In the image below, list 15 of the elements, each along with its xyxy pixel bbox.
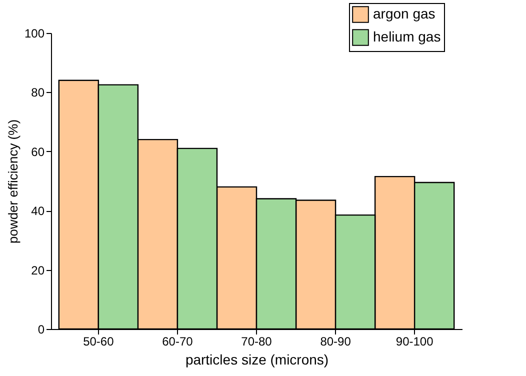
y-tick-label: 100 [24, 26, 45, 40]
y-tick-label: 60 [31, 144, 45, 159]
legend-label: helium gas [373, 28, 441, 44]
x-tick-label: 60-70 [162, 334, 194, 348]
x-tick-label: 80-90 [320, 334, 352, 348]
y-tick-label: 80 [31, 86, 45, 100]
y-tick-label: 40 [31, 204, 45, 218]
x-axis-title: particles size (microns) [185, 352, 329, 368]
y-tick-label: 0 [38, 322, 45, 336]
x-tick-label: 70-80 [241, 334, 272, 348]
legend-label: argon gas [373, 6, 436, 22]
y-tick-label: 20 [31, 263, 45, 278]
x-tick-label: 90-100 [396, 334, 434, 348]
x-tick-label: 50-60 [83, 334, 114, 348]
y-axis-title: powder efficiency (%) [5, 119, 20, 244]
